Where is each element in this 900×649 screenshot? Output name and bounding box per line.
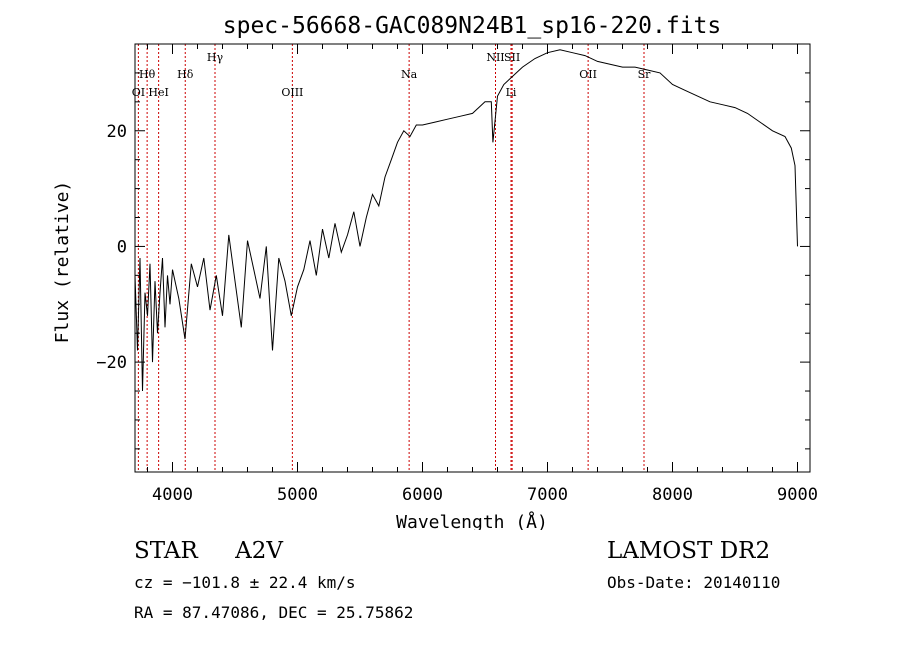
line-label: Hθ (139, 68, 156, 81)
plot-frame (134, 43, 811, 473)
line-label: HeI (148, 86, 168, 99)
line-label: NII (486, 51, 504, 64)
spectral-line-labels: Hθ OI HeI Hδ Hγ OIII Na NII SII Li OII Sr (132, 51, 651, 99)
x-tick-labels: 4000 5000 6000 7000 8000 9000 (152, 485, 818, 505)
line-label: OI (132, 86, 145, 99)
chart-title: spec-56668-GAC089N24B1_sp16-220.fits (223, 13, 722, 39)
subclass-label: A2V (235, 538, 283, 564)
line-label: OIII (281, 86, 303, 99)
obs-date-label: Obs-Date: 20140110 (607, 573, 781, 592)
object-class: STAR A2V (134, 538, 283, 564)
line-label: OII (579, 68, 597, 81)
survey-label: LAMOST DR2 (607, 538, 771, 564)
y-tick-label: −20 (96, 353, 127, 373)
line-label: SII (504, 51, 520, 64)
x-tick-label: 5000 (277, 485, 318, 505)
y-axis-label: Flux (relative) (52, 181, 73, 344)
spectrum-line (134, 49, 798, 392)
y-tick-label: 0 (117, 237, 127, 257)
spectral-line-markers (137, 44, 645, 472)
class-label: STAR (134, 538, 198, 564)
line-label: Li (506, 86, 517, 99)
x-axis-label: Wavelength (Å) (396, 511, 548, 530)
spectrum-chart: Hθ OI HeI Hδ Hγ OIII Na NII SII Li OII Sr 4000 5000 6… (52, 13, 818, 530)
x-tick-label: 8000 (652, 485, 693, 505)
x-tick-label: 9000 (777, 485, 818, 505)
x-tick-label: 7000 (527, 485, 568, 505)
line-label: Na (401, 68, 418, 81)
x-tick-label: 6000 (402, 485, 443, 505)
y-tick-labels: −20 0 20 (96, 122, 127, 373)
y-tick-label: 20 (107, 122, 127, 142)
coordinates-label: RA = 87.47086, DEC = 25.75862 (134, 603, 414, 622)
redshift-label: cz = −101.8 ± 22.4 km/s (134, 573, 356, 592)
line-label: Hδ (177, 68, 194, 81)
axis-ticks (135, 43, 810, 472)
x-tick-label: 4000 (152, 485, 193, 505)
line-label: Sr (638, 68, 652, 81)
line-label: Hγ (207, 51, 224, 64)
